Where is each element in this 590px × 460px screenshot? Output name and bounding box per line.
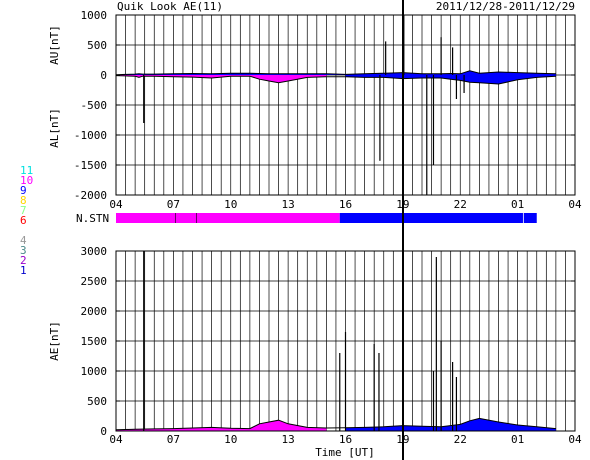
series-line-al xyxy=(115,75,556,85)
al-fill-late xyxy=(345,75,556,84)
y-tick-label: 500 xyxy=(87,39,107,52)
y-tick-label: 2000 xyxy=(81,305,108,318)
x-tick-label: 04 xyxy=(568,198,582,211)
station-count-11: 11 xyxy=(20,164,34,177)
bottom-y-tick-labels: 3000 2500 2000 1500 1000 500 0 xyxy=(81,245,575,438)
al-fill-early xyxy=(116,75,327,83)
y-tick-label: 0 xyxy=(100,425,107,438)
x-tick-label: 10 xyxy=(224,433,237,446)
station-bar: N.STN xyxy=(76,212,537,225)
x-tick-label: 01 xyxy=(511,198,524,211)
x-tick-label: 13 xyxy=(282,433,295,446)
x-tick-label: 16 xyxy=(339,433,352,446)
x-tick-label: 10 xyxy=(224,198,237,211)
station-count-6: 6 xyxy=(20,214,27,227)
station-count-5: 5 xyxy=(20,224,27,237)
top-x-tick-labels: 040710131619220104 xyxy=(109,198,582,211)
y-tick-label: -2000 xyxy=(74,189,107,202)
station-bar-label: N.STN xyxy=(76,212,109,225)
y-tick-label: 2500 xyxy=(81,275,108,288)
x-tick-label: 04 xyxy=(109,198,123,211)
station-bar-segments xyxy=(116,213,537,223)
station-count-2: 2 xyxy=(20,254,27,267)
bottom-x-tick-labels: 040710131619220104 xyxy=(109,433,582,446)
top-y-tick-labels: 1000 500 0 -500 -1000 -1500 -2000 xyxy=(74,9,575,202)
x-tick-label: 13 xyxy=(282,198,295,211)
x-tick-label: 16 xyxy=(339,198,352,211)
x-tick-label: 07 xyxy=(167,433,180,446)
x-tick-label: 22 xyxy=(454,198,467,211)
top-grid xyxy=(116,15,575,195)
time-axis-label: Time [UT] xyxy=(315,446,375,459)
series-line-au xyxy=(115,70,556,76)
station-count-10: 10 xyxy=(20,174,34,187)
station-segment xyxy=(339,213,537,223)
series-line-ae xyxy=(115,417,556,431)
y-tick-label: 500 xyxy=(87,395,107,408)
station-count-4: 4 xyxy=(20,234,27,247)
station-count-3: 3 xyxy=(20,244,27,257)
station-count-8: 8 xyxy=(20,194,27,207)
x-tick-label: 01 xyxy=(511,433,524,446)
au-al-traces xyxy=(115,70,556,85)
date-range: 2011/12/28-2011/12/29 xyxy=(436,0,575,13)
ae-fill-early xyxy=(116,420,327,431)
y-tick-label: 1000 xyxy=(81,365,108,378)
al-axis-label: AL[nT] xyxy=(48,108,61,148)
station-segment xyxy=(116,213,340,223)
y-tick-label: 0 xyxy=(100,69,107,82)
au-axis-label: AU[nT] xyxy=(48,25,61,65)
chart-title: Quik Look AE(11) xyxy=(117,0,223,13)
y-tick-label: 1000 xyxy=(81,9,108,22)
x-tick-label: 04 xyxy=(109,433,123,446)
x-tick-label: 04 xyxy=(568,433,582,446)
ae-fill-late xyxy=(345,418,556,431)
ae-fill-area xyxy=(115,417,556,431)
y-tick-label: -500 xyxy=(81,99,108,112)
station-count-9: 9 xyxy=(20,184,27,197)
x-tick-label: 07 xyxy=(167,198,180,211)
y-tick-label: 1500 xyxy=(81,335,108,348)
station-count-1: 1 xyxy=(20,264,27,277)
y-tick-label: -1000 xyxy=(74,129,107,142)
station-count-7: 7 xyxy=(20,204,27,217)
y-tick-label: -1500 xyxy=(74,159,107,172)
ae-axis-label: AE[nT] xyxy=(48,321,61,361)
x-tick-label: 22 xyxy=(454,433,467,446)
y-tick-label: 3000 xyxy=(81,245,108,258)
